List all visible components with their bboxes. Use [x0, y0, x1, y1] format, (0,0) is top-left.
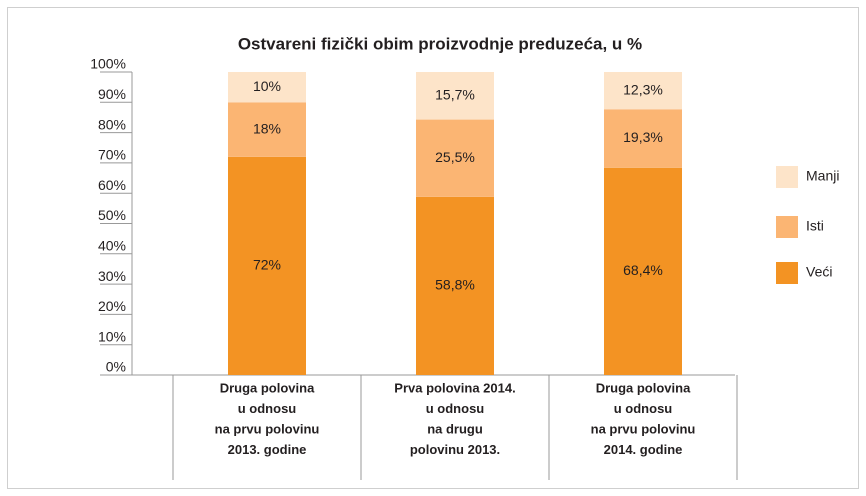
x-tick-label: u odnosu — [238, 401, 297, 416]
y-tick-label: 60% — [98, 177, 126, 193]
y-tick-label: 20% — [98, 298, 126, 314]
y-tick-label: 50% — [98, 207, 126, 223]
data-label: 72% — [253, 257, 281, 273]
data-label: 18% — [253, 120, 281, 136]
bar-segment — [228, 102, 306, 157]
legend-label: Manji — [806, 168, 839, 184]
x-tick-label: Prva polovina 2014. — [394, 380, 515, 395]
x-tick-label: Druga polovina — [220, 380, 315, 395]
bar-segment — [416, 72, 494, 120]
x-tick-label: u odnosu — [426, 401, 485, 416]
bar-segment — [604, 109, 682, 168]
bar-segment — [604, 167, 682, 375]
legend-swatch — [776, 262, 798, 284]
bar-segment — [604, 72, 682, 110]
x-tick-label: polovinu 2013. — [410, 442, 500, 457]
y-tick-label: 40% — [98, 238, 126, 254]
y-tick-label: 10% — [98, 328, 126, 344]
data-label: 25,5% — [435, 149, 475, 165]
bar-segment — [416, 119, 494, 197]
legend-label: Isti — [806, 218, 824, 234]
x-tick-label: u odnosu — [614, 401, 673, 416]
y-tick-label: 0% — [106, 359, 126, 375]
x-tick-label: 2014. godine — [604, 442, 683, 457]
x-tick-label: na prvu polovinu — [215, 421, 320, 436]
data-label: 12,3% — [623, 81, 663, 97]
bar-segment — [228, 156, 306, 375]
y-tick-label: 100% — [90, 56, 126, 72]
data-label: 19,3% — [623, 129, 663, 145]
x-tick-label: na prvu polovinu — [591, 421, 696, 436]
x-tick-label: na drugu — [427, 421, 483, 436]
bar-segment — [228, 72, 306, 103]
bar-segment — [416, 196, 494, 375]
data-label: 58,8% — [435, 277, 475, 293]
data-label: 10% — [253, 78, 281, 94]
legend-swatch — [776, 166, 798, 188]
chart-title: Ostvareni fizički obim proizvodnje predu… — [238, 34, 642, 53]
data-label: 15,7% — [435, 86, 475, 102]
y-tick-label: 90% — [98, 86, 126, 102]
legend-label: Veći — [806, 264, 832, 280]
y-tick-label: 80% — [98, 116, 126, 132]
data-label: 68,4% — [623, 262, 663, 278]
legend-swatch — [776, 216, 798, 238]
x-tick-label: Druga polovina — [596, 380, 691, 395]
y-tick-label: 30% — [98, 268, 126, 284]
x-tick-label: 2013. godine — [228, 442, 307, 457]
y-tick-label: 70% — [98, 147, 126, 163]
